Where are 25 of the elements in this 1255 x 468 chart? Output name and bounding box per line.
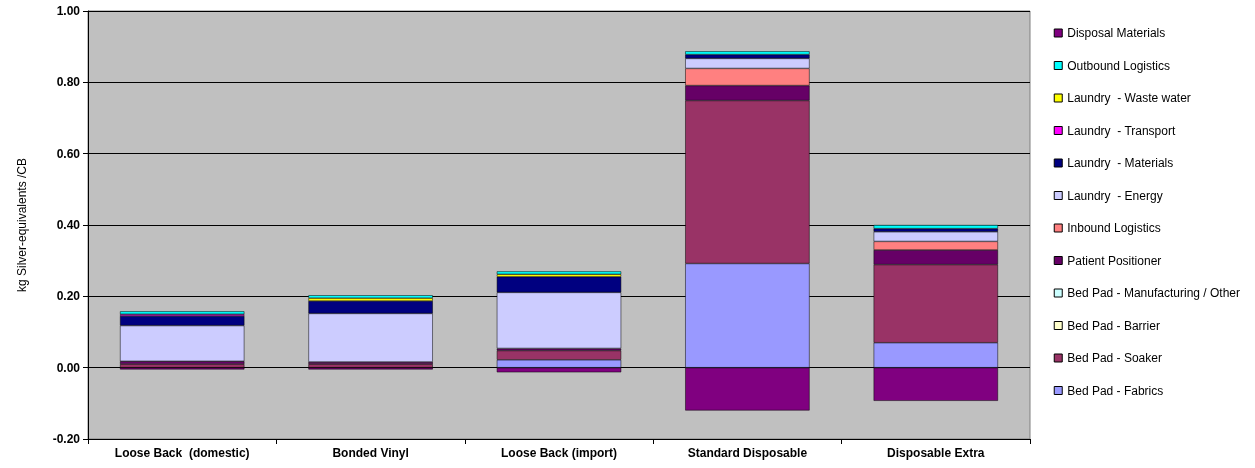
y-tick-label: 0.20 bbox=[56, 289, 81, 304]
legend-label: Laundry - Waste water bbox=[1067, 91, 1191, 105]
y-axis-title: kg Silver-equivalents /CB bbox=[15, 157, 29, 293]
legend-label: Disposal Materials bbox=[1067, 26, 1166, 40]
legend-label: Laundry - Materials bbox=[1067, 156, 1174, 170]
legend-label: Laundry - Energy bbox=[1067, 188, 1163, 203]
legend-label: Outbound Logistics bbox=[1067, 58, 1170, 73]
legend-label: Bed Pad - Soaker bbox=[1067, 351, 1162, 365]
x-tick-label: Bonded Vinyl bbox=[332, 446, 409, 460]
legend-label: Inbound Logistics bbox=[1067, 221, 1161, 235]
legend-label: Bed Pad - Barrier bbox=[1067, 318, 1160, 333]
y-tick-label: 0.00 bbox=[56, 360, 81, 375]
y-tick-label: 1.00 bbox=[56, 4, 81, 18]
y-tick-label: -0.20 bbox=[52, 432, 81, 446]
y-tick-label: 0.40 bbox=[56, 218, 81, 232]
x-tick-label: Standard Disposable bbox=[687, 446, 808, 460]
x-tick-label: Loose Back (import) bbox=[500, 446, 618, 460]
x-tick-label: Disposable Extra bbox=[887, 446, 985, 460]
y-tick-label: 0.60 bbox=[56, 146, 81, 161]
legend-label: Bed Pad - Manufacturing / Other bbox=[1067, 286, 1241, 300]
y-tick-label: 0.80 bbox=[56, 75, 81, 90]
legend-label: Laundry - Transport bbox=[1067, 123, 1176, 138]
legend-label: Bed Pad - Fabrics bbox=[1067, 383, 1164, 398]
x-tick-label: Loose Back (domestic) bbox=[114, 446, 250, 460]
legend-label: Patient Positioner bbox=[1067, 253, 1162, 268]
